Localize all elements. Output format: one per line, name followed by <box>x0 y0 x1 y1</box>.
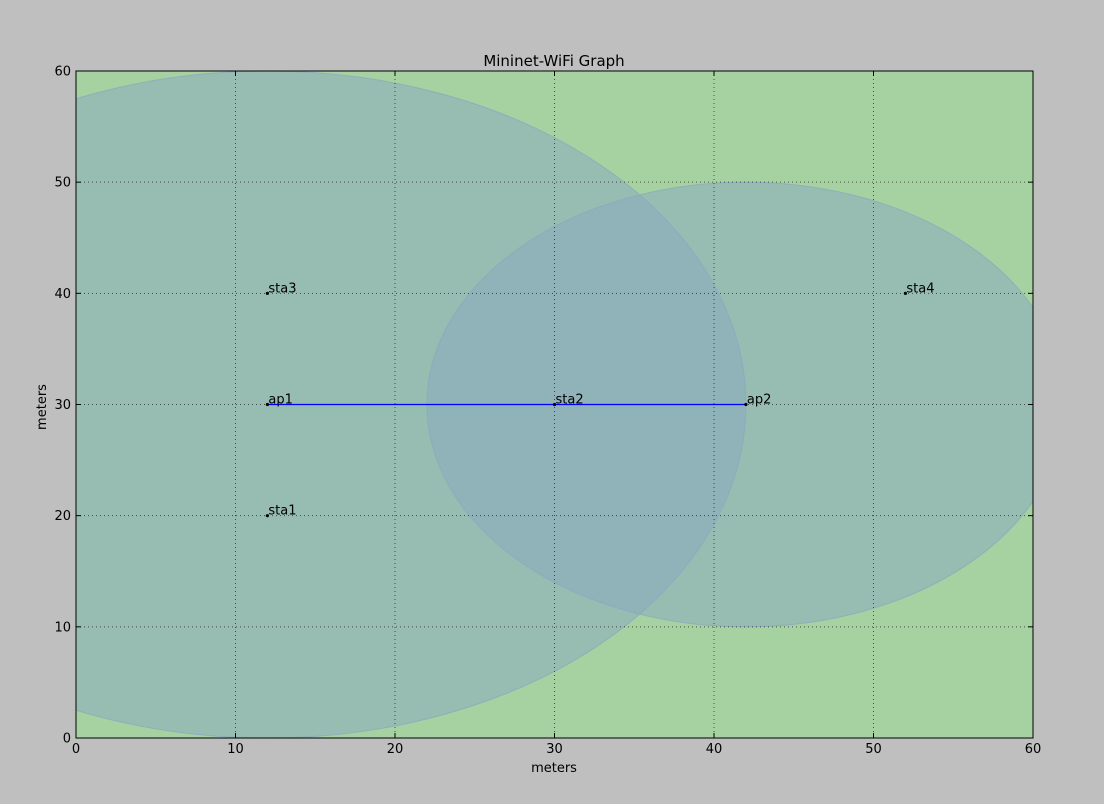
node-label: ap1 <box>268 393 293 408</box>
y-tick-label: 0 <box>63 732 71 747</box>
node-label: sta4 <box>906 281 934 296</box>
node-label: sta1 <box>268 504 296 519</box>
x-tick-label: 30 <box>546 742 563 757</box>
node-marker <box>903 291 908 295</box>
x-tick-label: 20 <box>387 742 404 757</box>
y-tick-label: 30 <box>54 398 71 413</box>
node-marker <box>744 402 748 407</box>
x-tick-label: 0 <box>72 742 80 757</box>
x-tick-label: 10 <box>227 742 244 757</box>
x-tick-label: 60 <box>1025 742 1042 757</box>
node-sta3: sta3 <box>265 281 297 296</box>
y-tick-label: 40 <box>54 287 71 302</box>
node-layer: sta3 sta4 ap1 sta2 ap2 sta1 <box>265 281 935 519</box>
node-sta1: sta1 <box>265 504 297 519</box>
node-marker <box>552 402 557 407</box>
node-marker <box>265 402 269 407</box>
node-label: sta2 <box>556 393 584 408</box>
node-marker <box>265 291 269 295</box>
node-ap2: ap2 <box>744 393 771 408</box>
tick-layer: 0 10 20 30 40 50 60 0 10 20 30 40 50 60 <box>54 65 1041 758</box>
y-tick-label: 20 <box>54 509 71 524</box>
node-sta4: sta4 <box>903 281 935 296</box>
node-label: ap2 <box>747 393 772 408</box>
node-label: sta3 <box>268 281 296 296</box>
chart-title: Mininet-WiFi Graph <box>483 52 624 70</box>
node-marker <box>265 514 269 518</box>
node-ap1: ap1 <box>265 393 293 408</box>
y-tick-label: 50 <box>54 176 71 191</box>
y-tick-label: 10 <box>54 620 71 635</box>
y-tick-label: 60 <box>54 65 71 80</box>
y-axis-label: meters <box>35 384 50 430</box>
x-tick-label: 50 <box>865 742 882 757</box>
x-tick-label: 40 <box>706 742 723 757</box>
x-axis-label: meters <box>531 761 577 776</box>
node-sta2: sta2 <box>552 393 584 408</box>
